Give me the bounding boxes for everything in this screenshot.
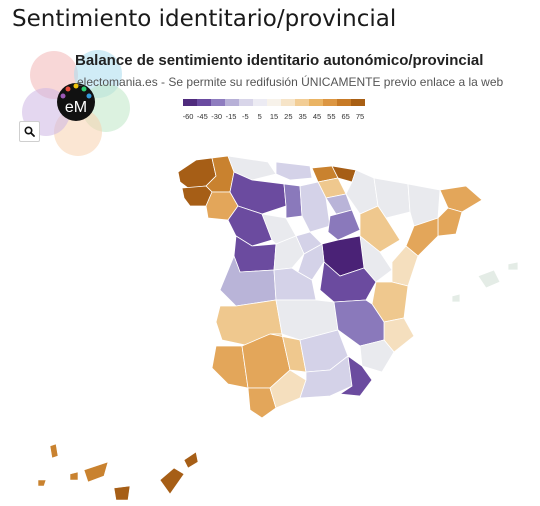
canary-la-palma — [49, 443, 59, 459]
province-huelva — [211, 345, 249, 389]
color-legend: -60 -45 -30 -15 -5 5 15 25 35 45 55 65 75 — [183, 99, 365, 121]
logo-text: eM — [65, 99, 87, 116]
legend-tick-label: -60 — [183, 112, 193, 121]
legend-swatch — [295, 99, 310, 106]
legend-tick-label: -30 — [211, 112, 222, 121]
legend-swatch — [211, 99, 226, 106]
legend-tick-label: 55 — [327, 112, 335, 121]
province-baleares-mallorca — [477, 269, 501, 289]
legend-swatch — [281, 99, 296, 106]
province-baleares-ibiza — [451, 293, 461, 303]
legend-swatch — [197, 99, 212, 106]
province-cuenca — [319, 261, 377, 303]
legend-tick-label: 75 — [356, 112, 364, 121]
province-zaragoza — [359, 205, 401, 253]
province-soria — [327, 209, 361, 241]
province-castellon — [391, 245, 419, 287]
legend-swatch — [267, 99, 282, 106]
province-cadiz — [247, 387, 277, 419]
province-almeria — [338, 355, 373, 397]
canary-lanzarote — [183, 451, 199, 469]
province-leon — [229, 171, 287, 215]
province-barcelona — [437, 207, 463, 237]
legend-swatch — [253, 99, 268, 106]
legend-tick-label: 5 — [258, 112, 262, 121]
province-cordoba — [269, 333, 307, 373]
province-baleares-menorca — [507, 261, 519, 271]
canary-el-hierro — [37, 479, 47, 487]
legend-tick-label: -15 — [226, 112, 237, 121]
province-tarragona — [405, 217, 439, 257]
canary-fuerteventura — [159, 467, 185, 495]
legend-swatch — [351, 99, 365, 106]
province-murcia — [359, 339, 395, 373]
legend-swatch — [323, 99, 338, 106]
legend-tick-label: 45 — [313, 112, 321, 121]
map-subheading: electomania.es - Se permite su redifusió… — [77, 75, 504, 89]
legend-swatch — [225, 99, 240, 106]
legend-tick-label: 15 — [270, 112, 278, 121]
legend-swatch — [183, 99, 198, 106]
legend-swatch — [309, 99, 324, 106]
legend-tick-label: -5 — [242, 112, 249, 121]
legend-tick-label: 25 — [284, 112, 292, 121]
legend-swatch — [337, 99, 352, 106]
province-cantabria — [275, 161, 313, 181]
legend-swatch — [239, 99, 254, 106]
map-heading: Balance de sentimiento identitario auton… — [75, 52, 484, 69]
province-granada — [299, 355, 353, 399]
province-asturias — [227, 155, 277, 181]
magnifier-icon — [24, 126, 35, 137]
legend-tick-label: 35 — [298, 112, 306, 121]
province-madrid — [297, 243, 325, 281]
legend-tick-label: 65 — [341, 112, 349, 121]
canary-la-gomera — [69, 471, 79, 481]
province-huesca — [373, 177, 411, 219]
province-albacete — [333, 299, 385, 347]
spain-province-map — [37, 155, 519, 501]
province-palencia — [283, 183, 303, 219]
province-avila — [273, 235, 305, 271]
electomania-logo: eM — [22, 50, 130, 156]
canary-tenerife — [83, 461, 109, 483]
canary-gran-canaria — [113, 485, 131, 501]
page-title: Sentimiento identitario/provincial — [12, 6, 397, 32]
legend-tick-label: -45 — [197, 112, 208, 121]
search-button[interactable] — [19, 121, 40, 142]
province-girona — [439, 185, 483, 213]
